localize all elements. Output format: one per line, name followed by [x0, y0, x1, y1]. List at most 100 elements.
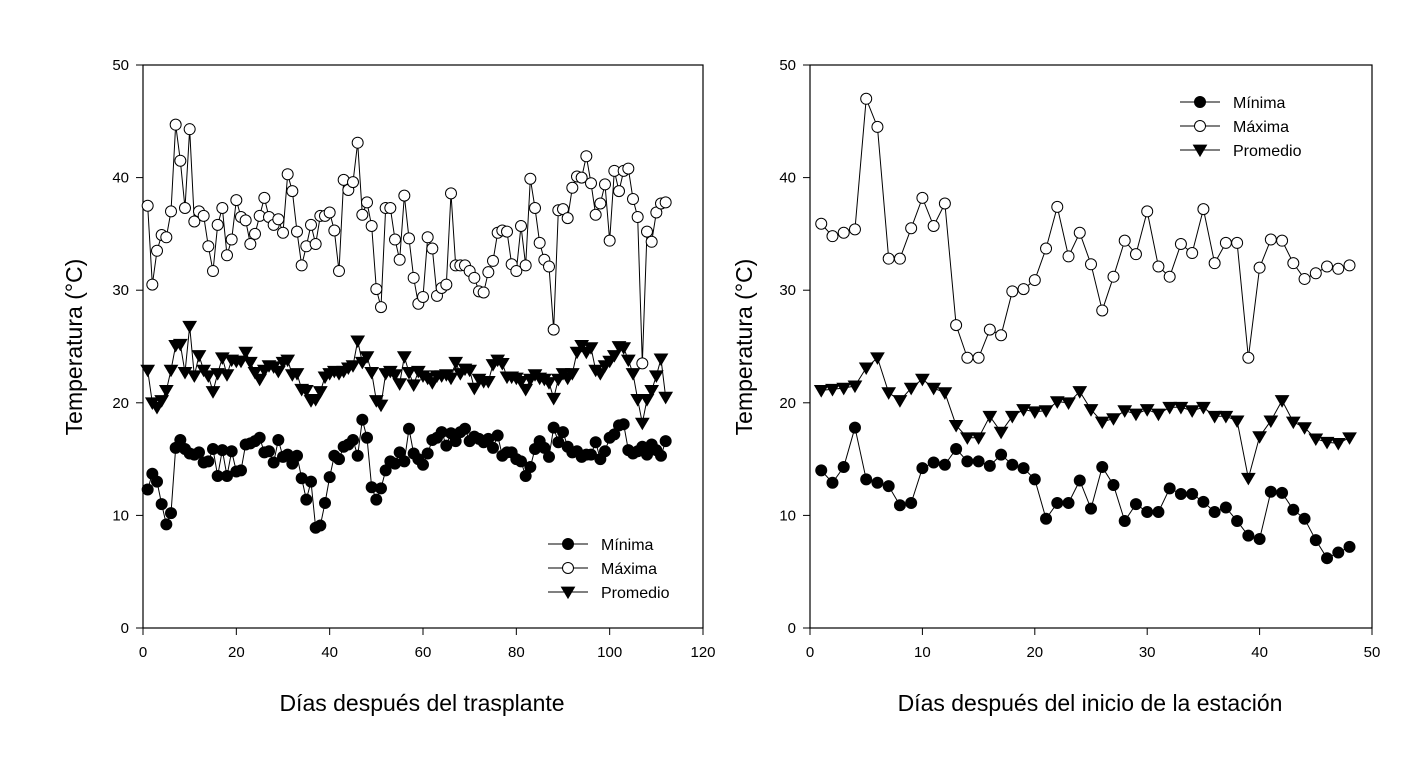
data-point — [158, 385, 174, 398]
data-point — [312, 386, 328, 399]
data-point — [1231, 236, 1244, 249]
data-point — [630, 394, 646, 407]
data-point — [983, 459, 996, 472]
legend-label: Promedio — [601, 585, 670, 602]
data-point — [603, 234, 616, 247]
data-point — [221, 249, 233, 262]
data-point — [487, 441, 499, 454]
data-point — [848, 223, 861, 236]
data-point — [1321, 260, 1334, 273]
data-point — [903, 382, 919, 396]
data-point — [599, 445, 611, 458]
data-point — [477, 286, 490, 299]
data-point — [1263, 415, 1279, 428]
data-point — [1006, 458, 1019, 471]
data-point — [440, 278, 453, 291]
x-tick-label: 100 — [597, 644, 622, 661]
data-point — [1163, 270, 1176, 283]
x-tick-label: 20 — [228, 644, 245, 661]
data-point — [370, 283, 383, 296]
data-point — [219, 369, 235, 382]
data-point — [401, 367, 417, 380]
data-point — [916, 191, 929, 204]
legend-label: Mínima — [601, 537, 654, 554]
data-point — [247, 367, 263, 380]
data-point — [882, 480, 895, 493]
series-Mínima — [815, 421, 1356, 565]
data-point — [636, 357, 649, 370]
data-point — [972, 455, 985, 468]
data-point — [1298, 512, 1311, 525]
data-point — [1253, 261, 1266, 274]
data-point — [370, 493, 383, 506]
data-point — [1051, 497, 1064, 510]
data-point — [1062, 497, 1075, 510]
data-point — [1151, 408, 1166, 422]
y-tick-label: 50 — [779, 57, 796, 74]
data-point — [826, 230, 839, 243]
data-point — [270, 365, 286, 379]
data-point — [459, 422, 471, 435]
data-point — [641, 225, 653, 238]
data-point — [1073, 474, 1086, 487]
data-point — [518, 383, 534, 397]
data-point — [870, 352, 885, 365]
data-point — [557, 426, 569, 439]
data-point — [631, 211, 644, 224]
y-tick-label: 10 — [779, 507, 796, 524]
data-point — [186, 370, 202, 383]
data-point — [323, 471, 336, 484]
x-tick-label: 40 — [321, 644, 338, 661]
data-point — [617, 418, 630, 431]
data-point — [280, 354, 296, 368]
data-point — [655, 449, 667, 462]
data-point — [961, 455, 974, 468]
data-point — [328, 224, 341, 237]
data-point — [160, 231, 173, 244]
data-point — [1174, 488, 1187, 501]
data-point — [466, 382, 482, 396]
data-point — [1196, 401, 1211, 415]
data-point — [225, 233, 238, 246]
data-point — [871, 476, 884, 489]
data-point — [1129, 498, 1142, 511]
data-point — [155, 498, 168, 511]
data-point — [1252, 431, 1267, 444]
data-point — [1049, 396, 1065, 409]
data-point — [1274, 395, 1290, 408]
data-point — [893, 499, 906, 512]
data-point — [1207, 410, 1223, 424]
data-point — [1330, 437, 1346, 451]
data-point — [622, 162, 635, 175]
data-point — [188, 215, 201, 228]
data-point — [959, 432, 975, 445]
data-point — [938, 197, 951, 210]
data-point — [193, 446, 205, 459]
legend-marker — [562, 538, 574, 550]
series-Promedio — [813, 352, 1357, 486]
data-point — [286, 185, 299, 198]
data-point — [871, 120, 884, 133]
data-point — [235, 464, 247, 477]
data-point — [1276, 486, 1289, 499]
data-point — [519, 259, 532, 272]
data-point — [1004, 410, 1020, 424]
data-point — [165, 507, 177, 520]
data-point — [546, 392, 562, 406]
data-point — [645, 235, 658, 248]
data-point — [333, 265, 345, 278]
data-point — [1152, 506, 1165, 519]
data-point — [1242, 529, 1255, 542]
data-point — [191, 350, 207, 363]
x-tick-label: 30 — [1139, 644, 1156, 661]
x-axis-label: Días después del trasplante — [279, 690, 564, 716]
data-point — [1242, 351, 1255, 364]
data-point — [982, 410, 998, 424]
data-point — [1027, 406, 1043, 419]
data-point — [524, 172, 537, 185]
data-point — [1264, 485, 1277, 498]
data-point — [426, 242, 439, 255]
chart-temperature-season: Temperatura (°C) Días después del inicio… — [731, 57, 1380, 716]
legend: Mínima Máxima Promedio — [548, 537, 670, 602]
